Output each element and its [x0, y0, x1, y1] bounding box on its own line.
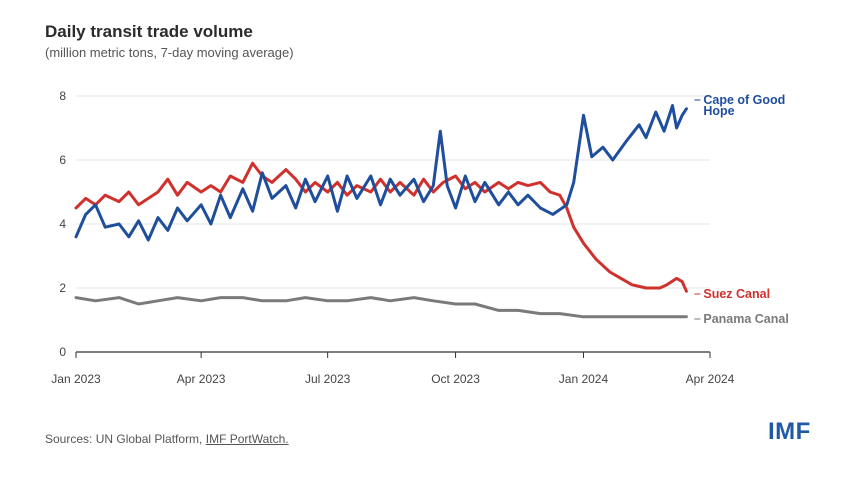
chart-title: Daily transit trade volume [45, 22, 253, 41]
series-line-suez-canal [74, 161, 688, 293]
y-tick-label: 2 [59, 281, 66, 295]
y-tick-label: 4 [59, 217, 66, 231]
source-text: Sources: UN Global Platform, [45, 432, 206, 446]
x-tick-label: Jan 2024 [559, 372, 609, 386]
series-line-panama-canal [74, 296, 688, 319]
x-tick-label: Jan 2023 [51, 372, 101, 386]
source-note: Sources: UN Global Platform, IMF PortWat… [45, 432, 289, 446]
portwatch-link[interactable]: IMF PortWatch. [205, 432, 289, 446]
y-tick-label: 6 [59, 153, 66, 167]
x-tick-label: Jul 2023 [305, 372, 351, 386]
x-tick-label: Apr 2024 [686, 372, 735, 386]
x-tick-label: Apr 2023 [177, 372, 226, 386]
series-line-cape-of-good-hope [74, 104, 688, 242]
end-label-panama-canal: Panama Canal [703, 312, 788, 326]
chart-subtitle: (million metric tons, 7-day moving avera… [45, 45, 294, 60]
y-tick-label: 8 [59, 89, 66, 103]
x-tick-label: Oct 2023 [431, 372, 480, 386]
end-label-suez-canal: Suez Canal [703, 287, 770, 301]
imf-logo: IMF [768, 418, 811, 445]
end-label-cape-of-good-hope: Cape of Good Hope [703, 93, 785, 118]
y-tick-label: 0 [59, 345, 66, 359]
